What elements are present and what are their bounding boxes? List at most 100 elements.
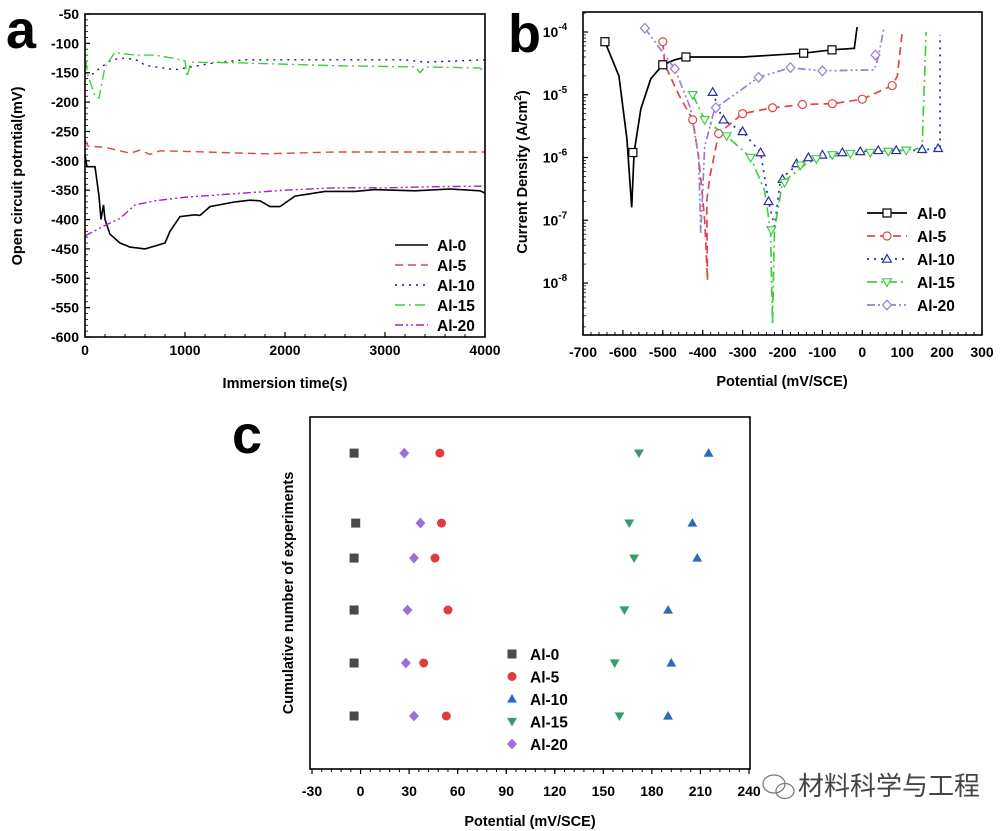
legend-item-al-5: Al-5 <box>867 229 947 246</box>
panel-c-scatter-chart: c Cumulative number of experiments Poten… <box>232 405 761 830</box>
panel-c-plot-frame <box>309 416 751 770</box>
series-line-al-5 <box>84 139 485 156</box>
data-marker-al-20 <box>753 71 764 83</box>
y-tick-label: -350 <box>51 182 79 198</box>
data-marker-al-20 <box>870 49 881 61</box>
y-tick-exponent: -6 <box>558 148 567 159</box>
panel-b-x-axis-title: Potential (mV/SCE) <box>716 374 847 390</box>
data-point-al-15 <box>619 606 630 615</box>
x-tick-label: -100 <box>808 344 836 360</box>
data-marker-al-20 <box>710 102 722 114</box>
x-tick-label: -300 <box>729 344 757 360</box>
y-tick-base: 10 <box>543 150 559 166</box>
y-tick-label: -250 <box>51 123 79 139</box>
data-point-al-5 <box>419 658 429 668</box>
data-point-al-0 <box>349 448 359 458</box>
y-tick-label: -400 <box>51 212 79 228</box>
data-point-al-10 <box>687 518 698 527</box>
legend-item-al-10: Al-10 <box>507 692 568 709</box>
legend-item-al-10: Al-10 <box>867 252 955 269</box>
data-marker-al-10 <box>836 146 848 157</box>
x-tick-label: -400 <box>689 344 717 360</box>
data-marker-al-20 <box>785 61 796 74</box>
data-point-al-5 <box>436 518 446 528</box>
data-marker-al-10 <box>854 145 866 156</box>
data-point-al-10 <box>663 605 674 614</box>
data-point-al-15 <box>629 554 640 564</box>
panel-a-ocp-chart: a Open circuit potrntial(mV) Immersion t… <box>6 0 501 392</box>
legend-marker-al-10 <box>507 694 517 703</box>
series-line-al-0 <box>604 26 858 208</box>
data-marker-al-0 <box>799 48 809 58</box>
data-marker-al-10 <box>718 114 729 124</box>
y-tick-label: -150 <box>51 65 79 81</box>
data-marker-al-5 <box>797 99 808 110</box>
x-tick-label: -600 <box>609 344 637 360</box>
panel-a-letter: a <box>6 0 37 60</box>
x-tick-label: 180 <box>640 783 664 799</box>
legend-item-al-0: Al-0 <box>507 647 559 664</box>
x-tick-label: 210 <box>689 783 713 799</box>
data-marker-al-5 <box>857 94 867 104</box>
data-marker-al-10 <box>755 146 766 157</box>
x-tick-label: -700 <box>569 344 597 360</box>
x-tick-label: -30 <box>302 783 322 799</box>
data-point-al-10 <box>663 711 674 720</box>
data-point-al-15 <box>609 659 620 668</box>
panel-b-y-axis-title: Current Density (A/cm2) <box>513 90 531 254</box>
data-marker-al-10 <box>707 86 719 96</box>
data-point-al-0 <box>349 553 359 563</box>
data-marker-al-5 <box>714 129 724 139</box>
x-tick-label: 120 <box>543 783 567 799</box>
panel-c-legend: Al-0 Al-5 Al-10 Al-15 Al-20 <box>507 647 568 754</box>
panel-c-letter: c <box>232 405 262 465</box>
y-tick-label: 10-8 <box>543 273 568 291</box>
data-point-al-20 <box>399 447 410 459</box>
data-marker-al-0 <box>658 60 668 70</box>
y-tick-exponent: -8 <box>558 273 567 284</box>
panel-b-polarization-chart: b Current Density (A/cm2) Potential (mV/… <box>508 4 994 390</box>
y-tick-base: 10 <box>543 275 559 291</box>
data-marker-al-15 <box>765 226 777 236</box>
series-line-al-10 <box>84 57 486 75</box>
data-marker-al-10 <box>737 125 749 136</box>
data-point-al-0 <box>351 518 361 528</box>
legend-label-al-15: Al-15 <box>917 275 955 292</box>
legend-label-al-10: Al-10 <box>917 252 955 269</box>
legend-marker-al-10 <box>881 253 893 263</box>
x-tick-label: 100 <box>891 344 915 360</box>
watermark: 材料科学与工程 <box>762 771 980 801</box>
panel-b-letter: b <box>508 4 541 64</box>
y-tick-base: 10 <box>543 24 559 40</box>
legend-item-al-0: Al-0 <box>867 206 946 223</box>
data-point-al-15 <box>633 449 644 459</box>
data-point-al-0 <box>349 711 359 721</box>
y-tick-label: -450 <box>51 241 79 257</box>
data-marker-al-15 <box>721 132 733 142</box>
data-point-al-15 <box>624 519 635 529</box>
y-tick-base: 10 <box>543 87 559 103</box>
legend-label-al-0: Al-0 <box>530 647 559 664</box>
panel-b-plot-frame <box>582 11 983 336</box>
panel-c-x-axis-title: Potential (mV/SCE) <box>464 814 595 830</box>
y-tick-base: 10 <box>543 212 559 228</box>
legend-item-al-10: Al-10 <box>395 278 475 295</box>
data-marker-al-10 <box>872 144 884 155</box>
data-marker-al-15 <box>882 147 894 158</box>
data-marker-al-10 <box>932 142 944 153</box>
x-tick-label: 1000 <box>169 342 200 358</box>
legend-marker-al-20 <box>881 299 893 311</box>
data-point-al-5 <box>435 448 445 458</box>
panel-b-y-axis-title-base: Current Density (A/cm <box>515 101 531 254</box>
data-point-al-0 <box>349 605 359 615</box>
series-line-al-10 <box>711 34 941 227</box>
data-marker-al-10 <box>763 195 774 206</box>
data-marker-al-15 <box>844 149 856 160</box>
data-marker-al-15 <box>699 115 711 126</box>
legend-item-al-20: Al-20 <box>507 737 568 754</box>
legend-label-al-20: Al-20 <box>530 737 568 754</box>
panel-b-y-axis-title-sup: 2 <box>513 95 524 101</box>
data-marker-al-15 <box>810 155 822 165</box>
legend-item-al-15: Al-15 <box>507 715 568 732</box>
legend-label-al-0: Al-0 <box>437 238 466 255</box>
